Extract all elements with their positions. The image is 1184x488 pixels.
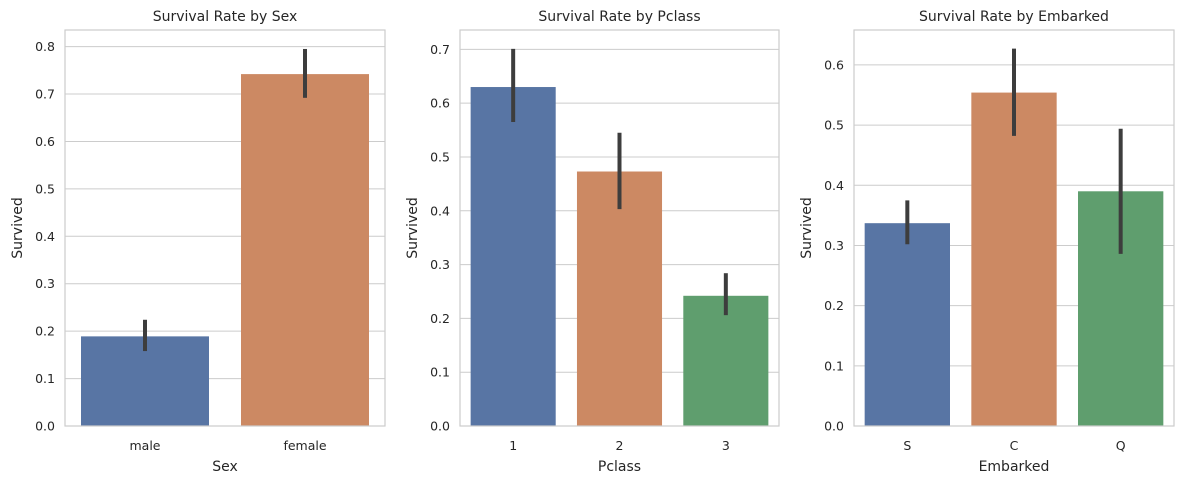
- y-tick-label: 0.2: [430, 311, 450, 326]
- y-tick-label: 0.6: [35, 134, 55, 149]
- x-axis-label: Embarked: [979, 459, 1050, 475]
- y-tick-label: 0.4: [824, 178, 844, 193]
- y-tick-label: 0.3: [35, 276, 55, 291]
- y-tick-label: 0.1: [35, 371, 55, 386]
- y-tick-label: 0.6: [430, 96, 450, 111]
- x-axis-label: Pclass: [598, 459, 641, 475]
- x-tick-label: male: [130, 438, 161, 453]
- y-tick-label: 0.1: [824, 358, 844, 373]
- x-tick-label: C: [1010, 438, 1019, 453]
- y-tick-label: 0.6: [824, 57, 844, 72]
- bar-2: [576, 171, 663, 426]
- y-tick-label: 0.1: [430, 365, 450, 380]
- bar-1: [470, 87, 556, 427]
- y-tick-label: 0.5: [824, 118, 844, 133]
- y-tick-label: 0.4: [430, 203, 450, 218]
- chart-panel-2: 0.0 0.1 0.2 0.3 0.4 0.5 0.6 0.7 1 2 3 Pclass Survive…: [405, 9, 780, 475]
- y-tick-label: 0.5: [35, 181, 55, 196]
- y-tick-label: 0.5: [430, 149, 450, 164]
- y-tick-label: 0.2: [35, 324, 55, 339]
- chart-title: Survival Rate by Pclass: [538, 9, 700, 25]
- bar-3: [683, 295, 769, 426]
- x-axis-label: Sex: [212, 459, 238, 475]
- x-tick-label: 2: [616, 438, 624, 453]
- x-tick-label: Q: [1116, 438, 1126, 453]
- x-tick-label: S: [903, 438, 911, 453]
- y-tick-label: 0.0: [35, 419, 55, 434]
- x-tick-label: female: [283, 438, 326, 453]
- y-tick-label: 0.0: [430, 419, 450, 434]
- y-tick-label: 0.4: [35, 229, 55, 244]
- y-tick-label: 0.8: [35, 39, 55, 54]
- x-tick-label: 1: [509, 438, 517, 453]
- y-tick-label: 0.2: [824, 298, 844, 313]
- y-axis-label: Survived: [405, 197, 421, 258]
- bar-S: [864, 223, 950, 426]
- y-tick-label: 0.3: [824, 238, 844, 253]
- y-tick-label: 0.0: [824, 419, 844, 434]
- y-tick-label: 0.3: [430, 257, 450, 272]
- chart-panel-1: 0.0 0.1 0.2 0.3 0.4 0.5 0.6 0.7 0.8 male female Sex…: [10, 9, 386, 475]
- plot-frame: [853, 29, 1175, 427]
- plot-frame: [64, 29, 386, 427]
- chart-panel-3: 0.0 0.1 0.2 0.3 0.4 0.5 0.6 S C Q Embarked Survived…: [799, 9, 1175, 475]
- chart-title: Survival Rate by Sex: [153, 9, 298, 25]
- plot-frame: [459, 29, 780, 427]
- x-tick-label: 3: [722, 438, 730, 453]
- bar-female: [241, 74, 369, 426]
- bar-male: [81, 336, 209, 426]
- y-axis-label: Survived: [10, 197, 26, 258]
- y-axis-label: Survived: [799, 197, 815, 258]
- chart-title: Survival Rate by Embarked: [919, 9, 1109, 25]
- y-tick-label: 0.7: [430, 42, 450, 57]
- y-tick-label: 0.7: [35, 87, 55, 102]
- bar-C: [971, 92, 1057, 427]
